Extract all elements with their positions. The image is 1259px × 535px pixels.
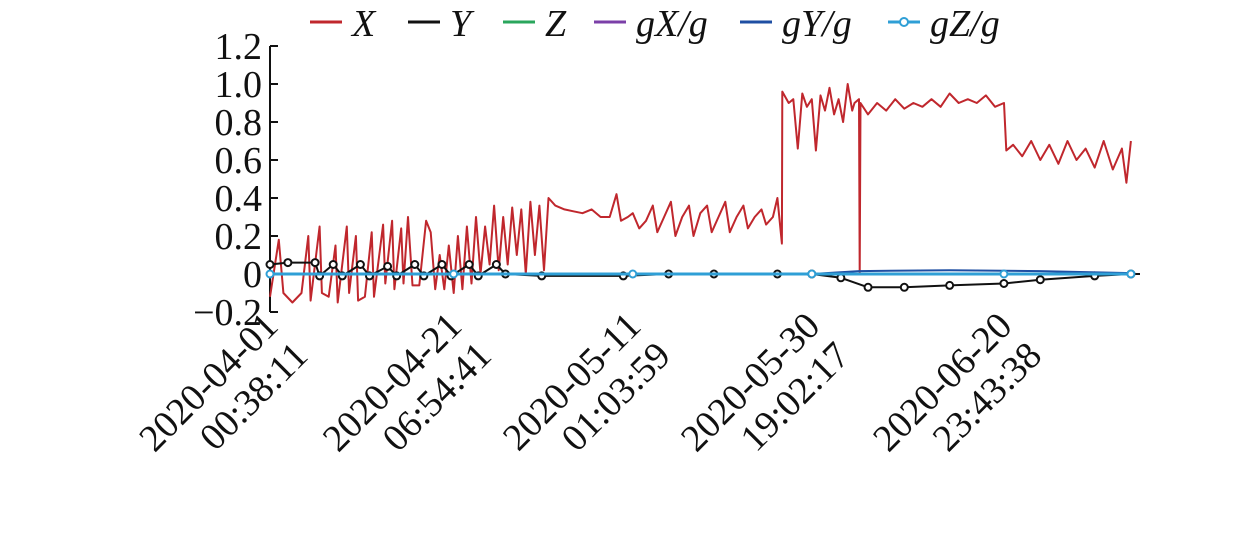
y-tick-label: 0 — [243, 254, 262, 296]
data-point — [999, 279, 1009, 288]
data-point — [265, 269, 275, 279]
data-point — [410, 260, 420, 269]
legend-item: gY/g — [740, 3, 852, 45]
legend-label: Y — [450, 3, 475, 45]
legend-marker — [899, 17, 909, 27]
data-point — [383, 261, 393, 271]
y-tick-label: 0.8 — [215, 102, 263, 144]
data-point — [265, 260, 275, 269]
y-tick-label: 0.4 — [215, 178, 263, 220]
legend-label: gX/g — [636, 3, 708, 45]
data-point — [310, 258, 320, 268]
data-point — [628, 269, 638, 279]
legend-label: gY/g — [782, 3, 852, 45]
legend-item: Z — [503, 3, 567, 45]
data-point — [945, 280, 955, 290]
legend-item: Y — [408, 3, 475, 45]
data-point — [283, 258, 293, 268]
data-point — [863, 282, 873, 292]
y-axis: −0.200.20.40.60.81.01.2 — [193, 26, 278, 334]
data-point — [899, 282, 909, 292]
legend-item: X — [310, 3, 377, 45]
data-point — [437, 260, 447, 269]
data-point — [1035, 275, 1045, 285]
series-gz-g — [265, 269, 1136, 279]
legend-label: X — [350, 3, 377, 45]
data-point — [449, 269, 459, 279]
y-tick-label: 1.2 — [215, 26, 263, 68]
legend-item: gZ/g — [888, 3, 1000, 45]
y-tick-label: −0.2 — [193, 292, 262, 334]
data-point — [491, 260, 501, 269]
x-axis: 2020-04-0100:38:112020-04-2106:54:412020… — [131, 273, 1140, 460]
data-point — [464, 260, 474, 269]
legend-label: gZ/g — [930, 3, 1000, 45]
data-point — [355, 260, 365, 269]
y-tick-label: 0.6 — [215, 140, 263, 182]
legend-label: Z — [545, 3, 567, 45]
y-tick-label: 0.2 — [215, 216, 263, 258]
data-point — [999, 269, 1009, 279]
data-point — [807, 269, 817, 279]
data-point — [1126, 269, 1136, 279]
data-point — [328, 260, 338, 269]
y-tick-label: 1.0 — [215, 64, 263, 106]
legend-item: gX/g — [594, 3, 708, 45]
plot-area — [265, 83, 1136, 304]
